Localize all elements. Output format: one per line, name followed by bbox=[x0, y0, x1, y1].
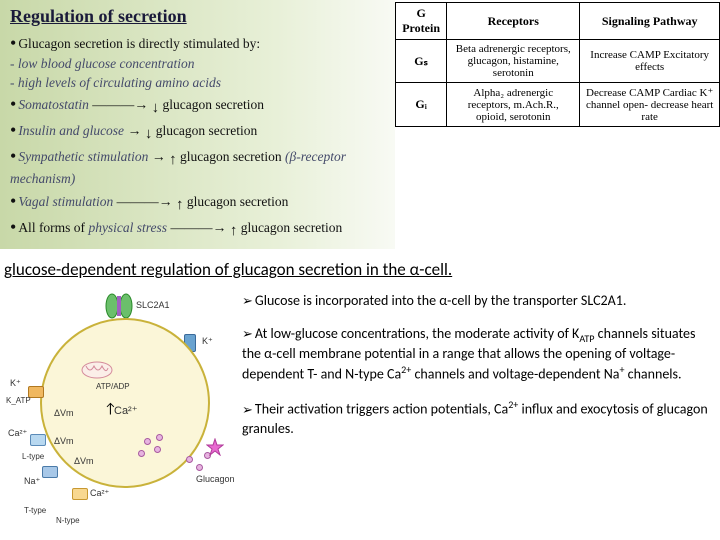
cell-gi-pathway: Decrease CAMP Cardiac K⁺ channel open- d… bbox=[580, 83, 720, 127]
lbl-ca: Ca²⁺ bbox=[114, 404, 138, 417]
bullet-1: ➢Glucose is incorporated into the α-cell… bbox=[242, 292, 712, 311]
reg-line8c: glucagon secretion bbox=[241, 220, 343, 235]
table-row: Gₛ Beta adrenergic receptors, glucagon, … bbox=[396, 40, 720, 83]
reg-line5b: glucagon secretion bbox=[156, 123, 258, 138]
cell-gi: Gᵢ bbox=[396, 83, 447, 127]
cell-gi-receptors: Alpha₂ adrenergic receptors, m.Ach.R., o… bbox=[447, 83, 580, 127]
cell-membrane bbox=[40, 318, 210, 488]
th-receptors: Receptors bbox=[447, 3, 580, 40]
lbl-ca-t: Ca²⁺ bbox=[8, 428, 27, 439]
top-region: Regulation of secretion Glucagon secreti… bbox=[0, 0, 720, 249]
reg-line3: - high levels of circulating amino acids bbox=[10, 74, 391, 92]
lbl-dvm1: ΔVm bbox=[54, 408, 74, 418]
reg-line6b: glucagon secretion bbox=[180, 149, 282, 164]
bullet-arrow-icon: ➢ bbox=[242, 403, 253, 420]
table-row: Gᵢ Alpha₂ adrenergic receptors, m.Ach.R.… bbox=[396, 83, 720, 127]
regulation-body: Glucagon secretion is directly stimulate… bbox=[10, 31, 391, 241]
signaling-table-wrap: G Protein Receptors Signaling Pathway Gₛ… bbox=[395, 0, 720, 249]
ltype-channel-icon bbox=[72, 488, 88, 500]
section-subtitle: glucose-dependent regulation of glucagon… bbox=[4, 259, 712, 280]
reg-line8a: All forms of bbox=[18, 220, 88, 235]
bullet-arrow-icon: ➢ bbox=[242, 294, 253, 311]
lbl-glucagon: Glucagon bbox=[196, 474, 235, 484]
transporter-icon bbox=[104, 292, 134, 320]
lbl-dvm3: ΔVm bbox=[74, 456, 94, 466]
regulation-title: Regulation of secretion bbox=[10, 6, 391, 27]
reg-line7a: Vagal stimulation bbox=[18, 194, 113, 209]
bullet-2: ➢At low-glucose concentrations, the mode… bbox=[242, 325, 712, 384]
mitochondria-icon bbox=[80, 360, 114, 380]
bullet-text: ➢Glucose is incorporated into the α-cell… bbox=[236, 288, 714, 528]
lbl-ttype: T-type bbox=[24, 506, 46, 515]
reg-line7b: glucagon secretion bbox=[187, 194, 289, 209]
reg-line1: Glucagon secretion is directly stimulate… bbox=[18, 36, 260, 51]
lbl-ltype: L-type bbox=[22, 452, 44, 461]
reg-line6a: Sympathetic stimulation bbox=[18, 149, 148, 164]
table-row: G Protein Receptors Signaling Pathway bbox=[396, 3, 720, 40]
lower-region: SLC2A1 Glucose K⁺ ATP/ADP K⁺ K_ATP ΔVm ↑… bbox=[0, 288, 720, 528]
cell-gs: Gₛ bbox=[396, 40, 447, 83]
reg-line2: - low blood glucose concentration bbox=[10, 55, 391, 73]
glucagon-burst-icon bbox=[206, 438, 224, 456]
lbl-na: Na⁺ bbox=[24, 476, 40, 487]
granule-icon bbox=[186, 456, 193, 463]
lbl-dvm2: ΔVm bbox=[54, 436, 74, 446]
lbl-k2: K⁺ bbox=[10, 378, 21, 389]
lbl-ntype: N-type bbox=[56, 516, 80, 525]
bullet-3: ➢Their activation triggers action potent… bbox=[242, 398, 712, 438]
na-channel-icon bbox=[42, 466, 58, 478]
lbl-atp: ATP/ADP bbox=[96, 382, 130, 391]
reg-line4b: glucagon secretion bbox=[162, 97, 264, 112]
reg-line4a: Somatostatin bbox=[18, 97, 89, 112]
lbl-katp: K_ATP bbox=[6, 396, 31, 405]
th-gprotein: G Protein bbox=[396, 3, 447, 40]
ttype-channel-icon bbox=[30, 434, 46, 446]
lbl-ca-l: Ca²⁺ bbox=[90, 488, 109, 499]
bullet-arrow-icon: ➢ bbox=[242, 327, 253, 344]
lbl-slc2a1: SLC2A1 bbox=[136, 300, 170, 310]
regulation-panel: Regulation of secretion Glucagon secreti… bbox=[0, 0, 395, 249]
th-pathway: Signaling Pathway bbox=[580, 3, 720, 40]
signaling-table: G Protein Receptors Signaling Pathway Gₛ… bbox=[395, 2, 720, 127]
granule-icon bbox=[196, 464, 203, 471]
reg-line5a: Insulin and glucose bbox=[18, 123, 124, 138]
alpha-cell-diagram: SLC2A1 Glucose K⁺ ATP/ADP K⁺ K_ATP ΔVm ↑… bbox=[6, 288, 236, 528]
cell-gs-receptors: Beta adrenergic receptors, glucagon, his… bbox=[447, 40, 580, 83]
cell-gs-pathway: Increase CAMP Excitatory effects bbox=[580, 40, 720, 83]
lbl-k: K⁺ bbox=[202, 336, 213, 347]
reg-line8b: physical stress bbox=[88, 220, 167, 235]
